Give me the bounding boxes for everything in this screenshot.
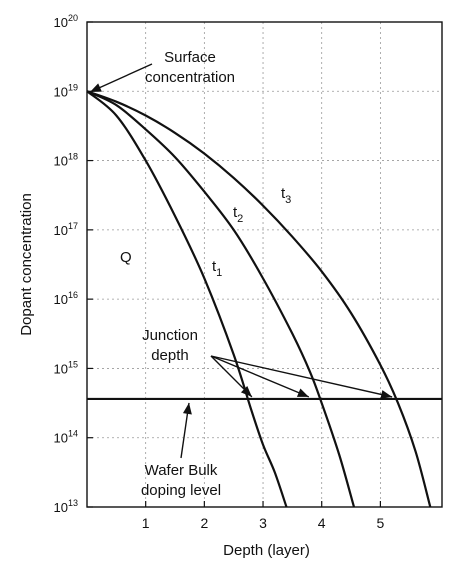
- junction-arrow-t2: [210, 355, 310, 398]
- annotation-arrows: [89, 63, 393, 459]
- curve-t2: [86, 90, 356, 508]
- y-tick-label: 1019: [54, 82, 78, 99]
- wafer-bulk-label: Wafer Bulk doping level: [141, 462, 221, 499]
- y-tick-label: 1018: [54, 152, 78, 169]
- x-tick-label: 3: [259, 515, 267, 531]
- y-tick-label: 1014: [54, 429, 78, 446]
- surface-arrow: [89, 63, 153, 93]
- y-tick-label: 1017: [54, 221, 78, 238]
- surface-concentration-label: Surface concentration: [145, 49, 235, 86]
- x-axis-label: Depth (layer): [223, 542, 310, 559]
- x-tick-label: 5: [376, 515, 384, 531]
- y-tick-label: 1016: [54, 290, 78, 307]
- y-axis-label: Dopant concentration: [18, 193, 35, 336]
- y-tick-label: 1013: [54, 498, 78, 515]
- junction-arrow-t3-head: [380, 390, 393, 399]
- x-tick-label: 1: [142, 515, 150, 531]
- chart-text: 1013 1014 1015 1016 1017 1018 1019 1020 1 2 3 4 5 Dep…: [18, 13, 384, 559]
- series-label-t3: t3: [281, 185, 291, 206]
- plot-frame: [86, 21, 443, 508]
- x-tick-label: 2: [200, 515, 208, 531]
- grid-lines: [87, 22, 442, 507]
- y-tick-label: 1020: [54, 13, 78, 30]
- surface-arrow-head: [90, 83, 102, 92]
- bulk-arrow-head: [182, 402, 192, 415]
- junction-arrow-t2-head: [296, 388, 309, 397]
- curve-t1: [86, 90, 288, 508]
- q-label: Q: [120, 249, 132, 266]
- junction-depth-label: Junction depth: [142, 327, 198, 364]
- series-label-t1: t1: [212, 258, 222, 279]
- y-tick-label: 1015: [54, 359, 78, 376]
- series-label-t2: t2: [233, 204, 243, 225]
- junction-arrow-t3: [210, 355, 393, 398]
- x-tick-label: 4: [318, 515, 326, 531]
- junction-arrow-t1-head: [240, 385, 252, 397]
